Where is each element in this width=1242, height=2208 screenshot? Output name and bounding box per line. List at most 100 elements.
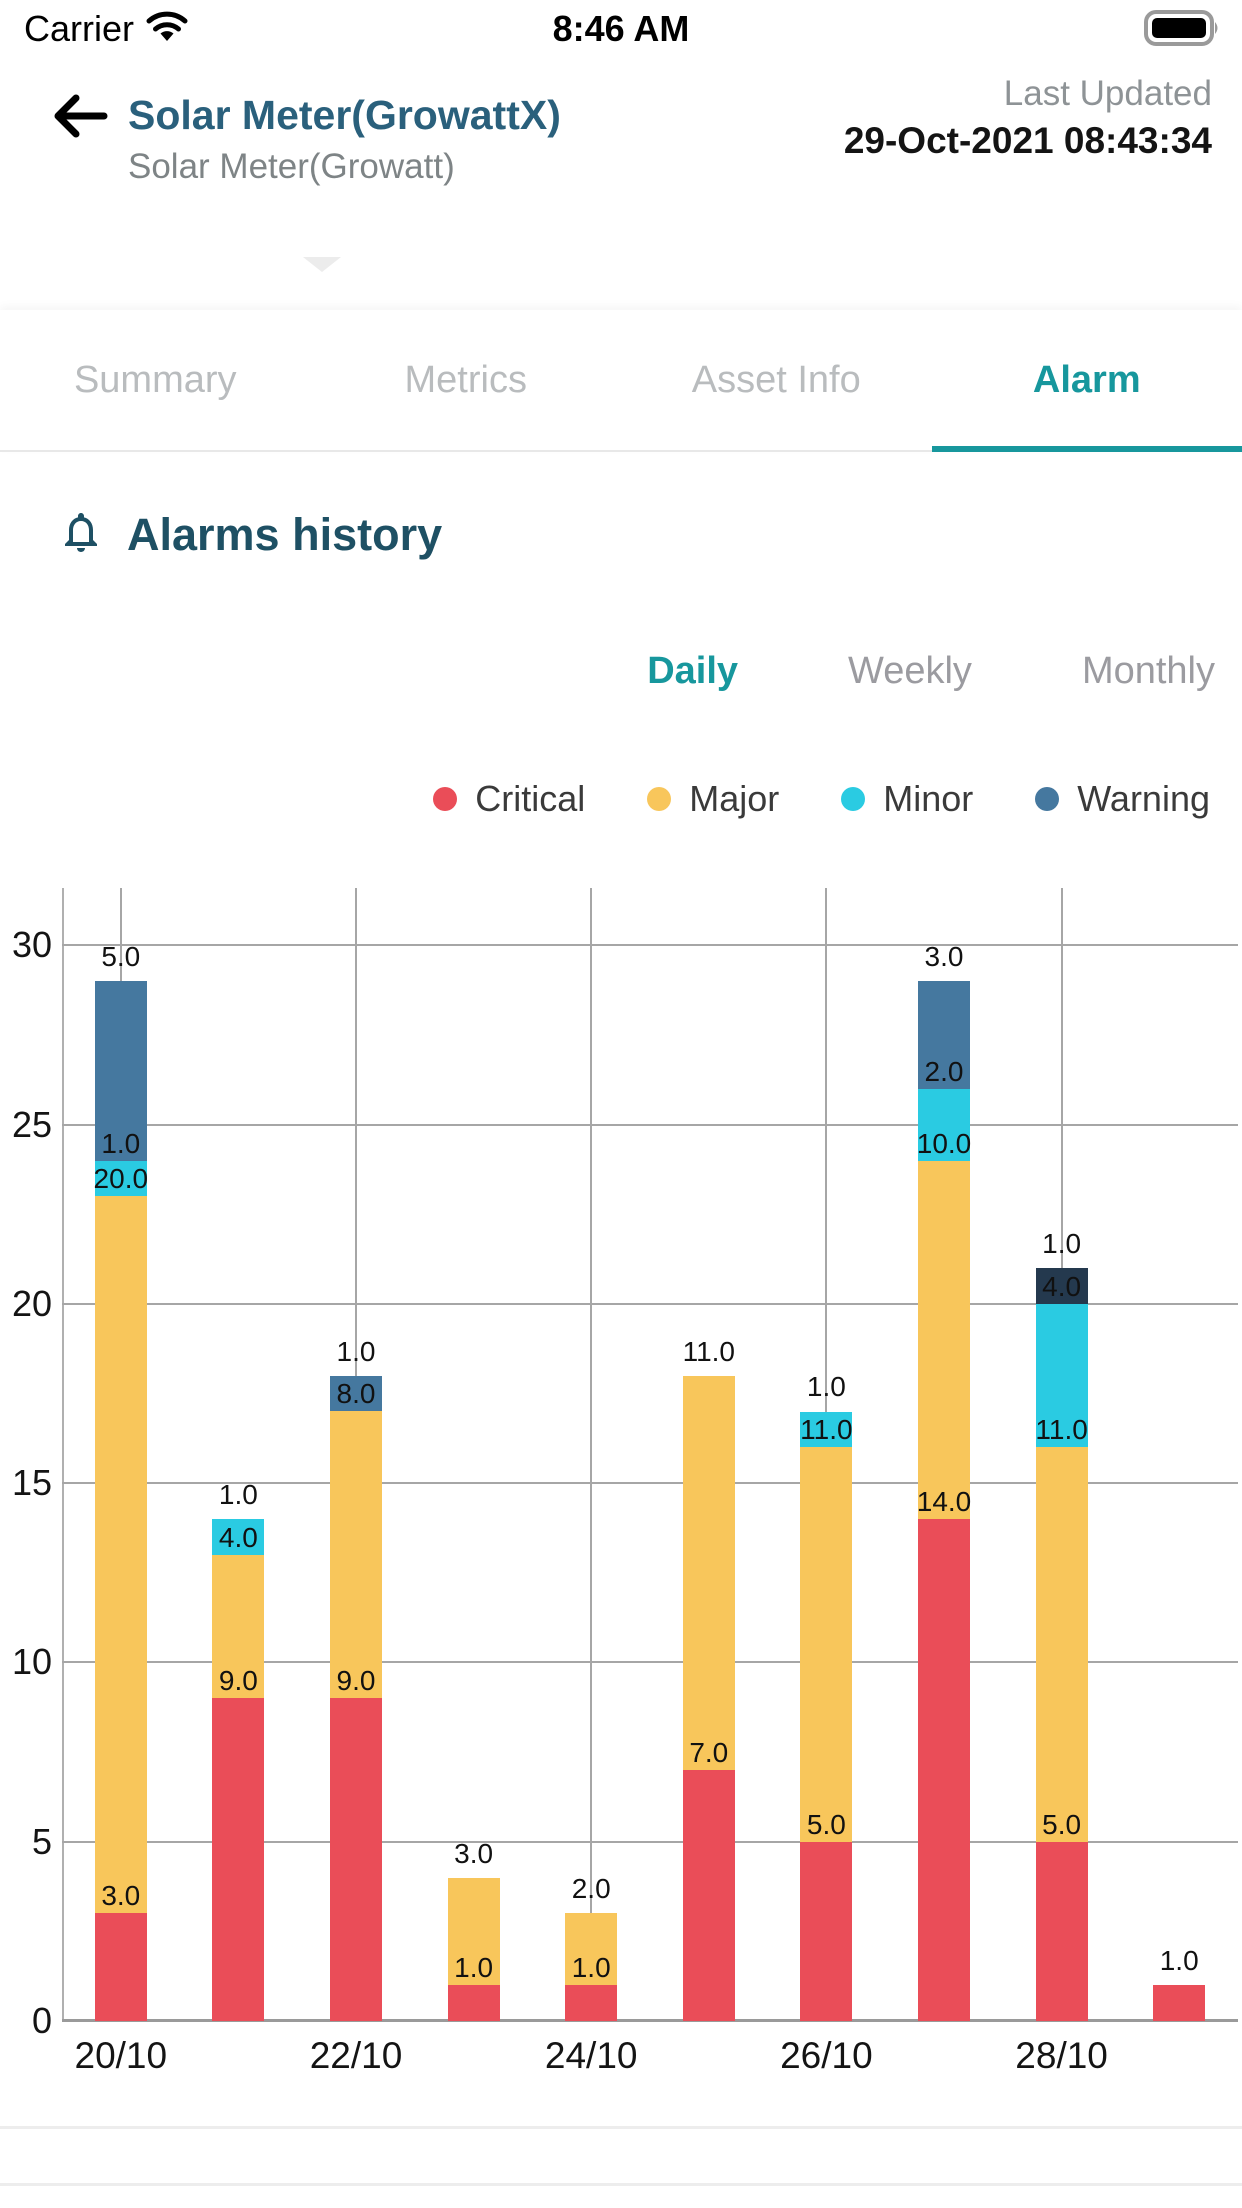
- bar-value-label: 10.0: [916, 1127, 972, 1159]
- bar-value-label: 9.0: [218, 1665, 258, 1697]
- last-updated-value: 29-Oct-2021 08:43:34: [843, 120, 1212, 161]
- bar-value-label: 1.0: [101, 1127, 141, 1159]
- bar-23-10-critical: [447, 1985, 500, 2021]
- bar-value-label: 4.0: [1042, 1270, 1082, 1302]
- separator-line: [0, 2183, 1242, 2186]
- bar-29-10-critical: [1153, 1985, 1206, 2021]
- section-title: Alarms history: [127, 508, 443, 560]
- bar-value-label: 3.0: [101, 1880, 141, 1912]
- wifi-icon: [146, 10, 188, 49]
- bar-value-label: 7.0: [689, 1737, 729, 1769]
- last-updated-block: Last Updated 29-Oct-2021 08:43:34: [844, 74, 1212, 162]
- legend-item-major: Major: [647, 778, 779, 820]
- bar-24-10-critical: [565, 1985, 618, 2021]
- h-gridline: [62, 1840, 1238, 1843]
- bar-26-10-major: [800, 1447, 853, 1842]
- x-axis-tick-label: 22/10: [309, 2035, 403, 2076]
- bar-value-label: 1.0: [806, 1371, 846, 1403]
- chart-plot: 3.0 20.0 1.0 5.0 9.0 4.0 1.0 9.0 8.0 1.0 1.0 3.0 1.0…: [62, 888, 1238, 2022]
- bar-28-10-critical: [1035, 1841, 1088, 2021]
- bar-24-10-major: [565, 1913, 618, 1986]
- period-weekly[interactable]: Weekly: [848, 650, 972, 692]
- legend-item-warning: Warning: [1035, 778, 1210, 820]
- tab-label: Alarm: [1032, 358, 1141, 401]
- alarms-history-header: Alarms history: [57, 508, 442, 561]
- legend-dot-icon: [841, 787, 866, 811]
- bar-27-10-minor: [918, 1088, 970, 1161]
- bar-value-label: 11.0: [800, 1414, 853, 1446]
- bar-value-label: 3.0: [454, 1837, 494, 1869]
- bar-value-label: 2.0: [924, 1055, 964, 1087]
- bar-value-label: 20.0: [93, 1163, 149, 1195]
- bar-28-10-minor: [1035, 1303, 1088, 1448]
- battery-icon: [1144, 10, 1222, 51]
- bar-25-10-major: [682, 1375, 735, 1771]
- bar-20-10-minor: [94, 1160, 147, 1197]
- legend-dot-icon: [1035, 787, 1060, 811]
- bar-value-label: 2.0: [571, 1873, 611, 1905]
- bar-value-label: 1.0: [1042, 1228, 1082, 1260]
- bar-value-label: 14.0: [916, 1486, 972, 1518]
- active-tab-underline: [931, 446, 1242, 452]
- y-axis-tick-label: 15: [11, 1462, 52, 1504]
- legend-dot-icon: [647, 787, 672, 811]
- bar-value-label: 1.0: [336, 1335, 376, 1367]
- bar-value-label: 3.0: [924, 941, 964, 973]
- y-axis-tick-label: 30: [11, 924, 52, 966]
- tab-bar: Summary Metrics Asset Info Alarm: [0, 310, 1242, 452]
- tab-summary[interactable]: Summary: [0, 310, 311, 450]
- legend-label: Major: [689, 778, 780, 819]
- h-gridline: [62, 944, 1238, 947]
- x-axis-tick-label: 24/10: [544, 2035, 638, 2076]
- legend-item-minor: Minor: [841, 778, 973, 820]
- bar-value-label: 1.0: [1159, 1945, 1199, 1977]
- tab-label: Summary: [73, 358, 237, 401]
- legend-item-critical: Critical: [433, 778, 585, 820]
- bar-value-label: 1.0: [218, 1479, 258, 1511]
- page-title: Solar Meter(GrowattX): [128, 92, 561, 138]
- bar-value-label: 8.0: [336, 1378, 376, 1410]
- last-updated-label: Last Updated: [1003, 74, 1212, 113]
- legend-label: Warning: [1077, 778, 1210, 819]
- collapse-caret-icon[interactable]: [303, 257, 341, 272]
- x-axis-tick-label: 26/10: [780, 2035, 873, 2076]
- v-gridline: [590, 888, 593, 2021]
- period-daily[interactable]: Daily: [647, 650, 739, 692]
- legend-dot-icon: [433, 787, 458, 811]
- bar-23-10-major: [447, 1877, 500, 1986]
- bar-22-10-major: [330, 1411, 382, 1699]
- bar-value-label: 11.0: [682, 1335, 736, 1367]
- bar-value-label: 5.0: [806, 1808, 846, 1840]
- bar-value-label: 4.0: [218, 1521, 258, 1553]
- x-axis-tick-label: 28/10: [1015, 2035, 1108, 2076]
- period-selector: Daily Weekly Monthly: [647, 650, 1215, 693]
- period-monthly[interactable]: Monthly: [1081, 650, 1215, 692]
- y-axis-tick-label: 20: [11, 1282, 52, 1324]
- bar-value-label: 11.0: [1035, 1414, 1088, 1446]
- legend-label: Minor: [883, 778, 974, 819]
- bar-value-label: 5.0: [101, 941, 141, 973]
- bar-26-10-minor: [800, 1411, 853, 1448]
- tab-alarm[interactable]: Alarm: [931, 310, 1242, 452]
- tab-metrics[interactable]: Metrics: [311, 310, 622, 450]
- bar-28-10-warning: [1035, 1268, 1088, 1304]
- back-button[interactable]: [52, 90, 110, 142]
- tab-asset-info[interactable]: Asset Info: [621, 310, 932, 450]
- bar-20-10-warning: [94, 981, 147, 1161]
- y-axis-line: [62, 888, 64, 2021]
- status-bar: Carrier 8:46 AM: [0, 0, 1242, 58]
- bar-value-label: 1.0: [571, 1952, 611, 1984]
- h-gridline: [62, 1123, 1238, 1126]
- bar-27-10-critical: [918, 1519, 970, 2021]
- bar-21-10-minor: [212, 1519, 265, 1555]
- tab-label: Metrics: [404, 358, 527, 401]
- separator-line: [0, 2126, 1242, 2129]
- y-axis-tick-label: 25: [11, 1103, 52, 1145]
- bar-21-10-major: [212, 1554, 265, 1699]
- bar-22-10-warning: [330, 1375, 382, 1412]
- carrier-label: Carrier: [24, 8, 135, 49]
- bell-icon: [57, 508, 105, 561]
- tab-label: Asset Info: [691, 358, 861, 401]
- y-axis-tick-label: 0: [31, 2000, 52, 2041]
- legend-label: Critical: [475, 778, 586, 819]
